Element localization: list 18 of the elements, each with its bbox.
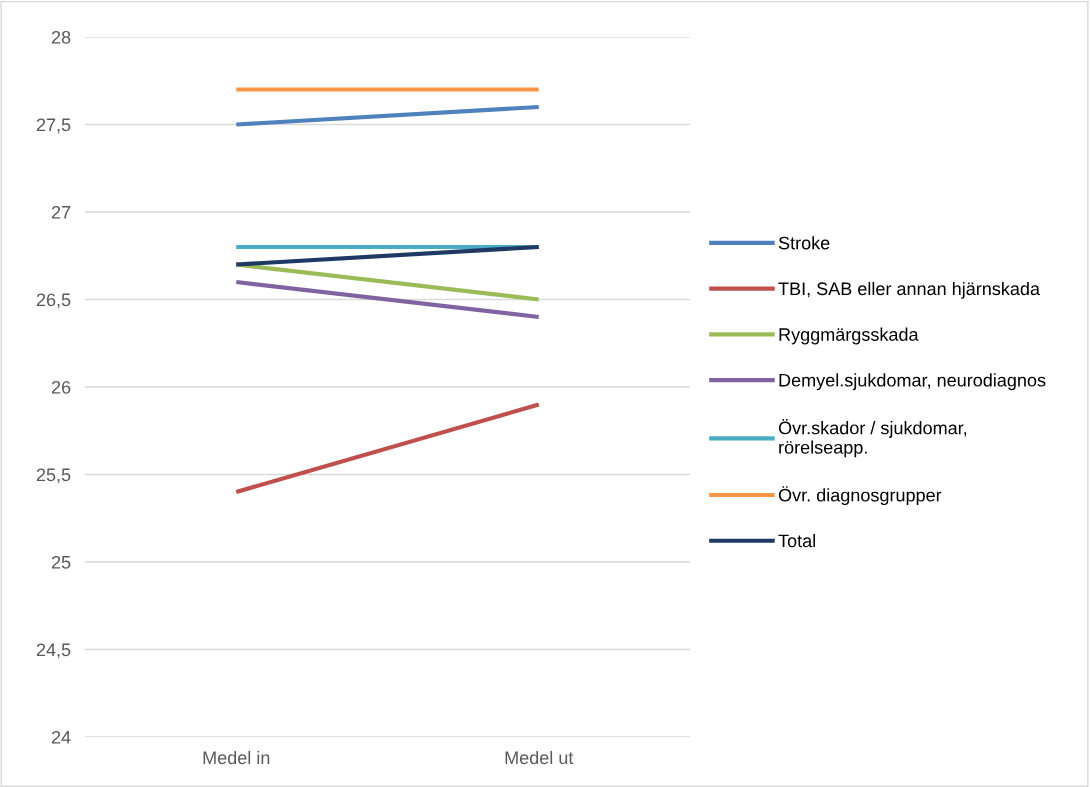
y-tick-label: 28	[51, 30, 71, 44]
y-tick-label: 27,5	[36, 118, 71, 134]
legend-label: Ryggmärgsskada	[779, 327, 919, 345]
legend-label: Total	[778, 533, 815, 548]
y-tick-label: 25,5	[36, 468, 71, 484]
y-tick-label: 24	[51, 730, 71, 744]
y-tick-label: 24,5	[36, 643, 71, 659]
legend-label: Övr. diagnosgrupper	[778, 486, 942, 506]
legend-label: Övr.skador / sjukdomar, rörelseapp.	[778, 419, 967, 458]
legend-label: TBI, SAB eller annan hjärnskada	[778, 281, 1041, 299]
x-tick-label: Medel in	[203, 750, 270, 765]
legend-label: Stroke	[778, 236, 830, 250]
legend-label: Demyel.sjukdomar, neurodiagnos	[779, 373, 1046, 391]
y-tick-label: 27	[51, 205, 71, 219]
y-tick-label: 26,5	[36, 293, 71, 309]
y-tick-label: 26	[51, 380, 71, 394]
y-tick-label: 25	[51, 555, 71, 569]
x-tick-label: Medel ut	[505, 750, 574, 765]
